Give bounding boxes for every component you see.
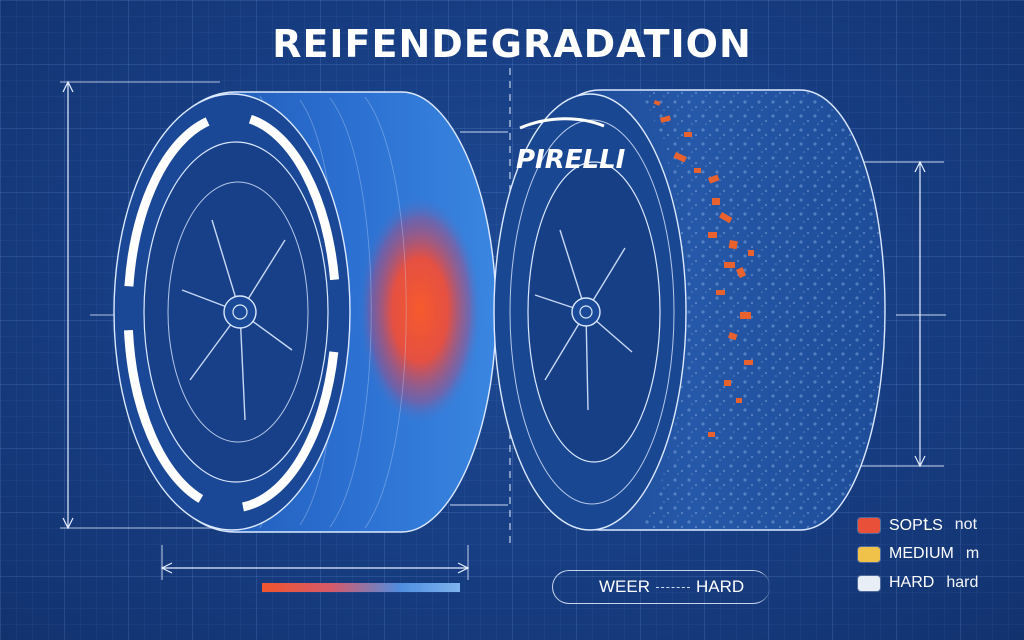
legend-sub-medium: m (965, 545, 980, 562)
legend: SOPꝈS not MEDIUM m HARD hard (858, 512, 979, 599)
dimension-lines (60, 68, 946, 580)
legend-swatch-medium (858, 546, 880, 562)
degradation-scale-bar (262, 583, 460, 592)
heat-zone (358, 195, 482, 425)
right-tire-wear: PIRELLI (493, 89, 886, 531)
legend-item-medium: MEDIUM m (858, 541, 979, 567)
scale-label-box: WEER HARD (552, 570, 770, 604)
legend-sub-soft: not (954, 516, 978, 533)
scale-left-label: WEER (599, 577, 650, 596)
legend-label-soft: SOPꝈS (889, 517, 943, 534)
legend-label-hard: HARD (889, 574, 935, 591)
page-title: REIFENDEGRADATION (272, 22, 752, 66)
left-tire-heatmap (113, 91, 497, 533)
legend-swatch-hard (858, 575, 880, 591)
legend-sub-hard: hard (946, 574, 979, 591)
legend-swatch-soft (858, 517, 880, 533)
legend-label-medium: MEDIUM (889, 545, 954, 562)
legend-item-hard: HARD hard (858, 570, 979, 596)
scale-separator (656, 586, 690, 588)
legend-item-soft: SOPꝈS not (858, 512, 979, 538)
brand-logo: PIRELLI (516, 145, 626, 175)
scale-right-label: HARD (696, 577, 745, 596)
wear-marks (653, 100, 754, 437)
